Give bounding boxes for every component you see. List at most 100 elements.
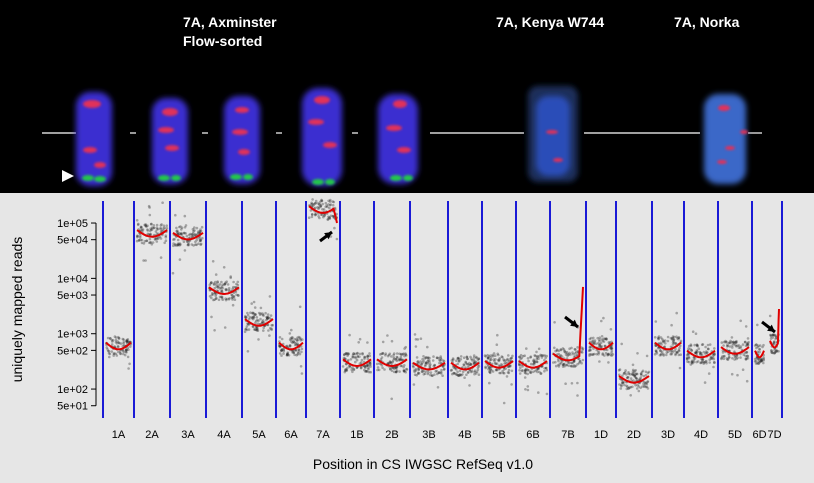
data-point bbox=[639, 386, 642, 390]
data-point bbox=[566, 352, 569, 356]
data-point bbox=[608, 341, 612, 344]
data-point bbox=[761, 345, 764, 349]
data-point bbox=[678, 346, 681, 350]
data-point bbox=[758, 348, 761, 351]
data-point bbox=[125, 338, 128, 342]
data-point bbox=[280, 349, 283, 352]
data-point bbox=[496, 333, 499, 337]
points-3B bbox=[411, 333, 446, 389]
data-point bbox=[299, 339, 303, 342]
data-point bbox=[610, 345, 613, 349]
data-point bbox=[402, 369, 406, 373]
data-point bbox=[295, 338, 298, 341]
data-point bbox=[322, 214, 326, 218]
data-point bbox=[645, 385, 649, 388]
data-point bbox=[319, 205, 322, 209]
data-point bbox=[213, 286, 216, 290]
data-point bbox=[335, 237, 339, 241]
data-point bbox=[110, 350, 114, 353]
data-point bbox=[733, 358, 736, 361]
data-point bbox=[666, 350, 670, 354]
data-point bbox=[125, 351, 128, 354]
data-point bbox=[646, 387, 650, 390]
data-point bbox=[544, 356, 547, 360]
data-point bbox=[622, 380, 626, 384]
data-point bbox=[699, 353, 702, 356]
data-point bbox=[140, 238, 144, 242]
data-point bbox=[517, 355, 521, 359]
data-point bbox=[554, 349, 557, 353]
data-point bbox=[432, 364, 436, 368]
trend-line-1D bbox=[588, 341, 614, 351]
chromosome-axminster-3 bbox=[224, 96, 260, 184]
data-point bbox=[310, 201, 313, 205]
data-point bbox=[171, 271, 175, 275]
data-point bbox=[265, 316, 269, 319]
data-point bbox=[581, 347, 585, 350]
data-point bbox=[117, 341, 121, 345]
data-point bbox=[544, 366, 548, 370]
data-point bbox=[257, 319, 260, 323]
data-point bbox=[363, 365, 367, 368]
data-point bbox=[731, 357, 734, 360]
data-point bbox=[160, 229, 164, 233]
data-point bbox=[417, 368, 420, 372]
data-point bbox=[498, 358, 501, 361]
data-point bbox=[399, 352, 403, 356]
data-point bbox=[195, 243, 198, 247]
data-point bbox=[775, 349, 779, 353]
data-point bbox=[597, 351, 601, 354]
data-point bbox=[572, 360, 576, 364]
data-point bbox=[641, 385, 644, 388]
data-point bbox=[257, 311, 261, 315]
data-point bbox=[591, 353, 594, 356]
data-point bbox=[486, 353, 489, 357]
data-point bbox=[396, 356, 399, 359]
data-point bbox=[654, 320, 658, 323]
data-point bbox=[705, 351, 708, 355]
data-point bbox=[597, 350, 600, 353]
data-point bbox=[600, 335, 604, 338]
data-point bbox=[598, 343, 601, 347]
data-point bbox=[693, 343, 696, 347]
data-point bbox=[589, 353, 593, 356]
data-point bbox=[744, 325, 748, 328]
data-point bbox=[422, 373, 426, 376]
data-point bbox=[265, 318, 268, 322]
data-point bbox=[507, 354, 510, 357]
data-point bbox=[623, 383, 626, 387]
data-point bbox=[137, 239, 141, 242]
data-point bbox=[403, 364, 406, 367]
data-point bbox=[757, 362, 760, 365]
data-point bbox=[545, 368, 549, 372]
data-point bbox=[653, 353, 657, 356]
data-point bbox=[690, 361, 694, 365]
data-point bbox=[607, 361, 610, 364]
data-point bbox=[704, 345, 707, 349]
data-point bbox=[314, 213, 318, 216]
data-point bbox=[593, 352, 596, 356]
data-point bbox=[291, 340, 295, 343]
data-point bbox=[470, 357, 473, 361]
data-point bbox=[331, 203, 335, 207]
data-point bbox=[694, 351, 697, 354]
data-point bbox=[736, 373, 739, 377]
data-point bbox=[296, 338, 300, 342]
points-1A bbox=[105, 335, 133, 370]
data-point bbox=[741, 368, 745, 371]
data-point bbox=[708, 343, 712, 346]
data-point bbox=[677, 353, 681, 357]
data-point bbox=[355, 352, 359, 355]
data-point bbox=[553, 321, 556, 324]
data-point bbox=[496, 358, 500, 362]
data-point bbox=[689, 344, 693, 348]
x-axis-title: Position in CS IWGSC RefSeq v1.0 bbox=[313, 456, 533, 472]
data-point bbox=[389, 361, 393, 364]
data-point bbox=[467, 371, 470, 374]
data-point bbox=[542, 354, 545, 357]
data-point bbox=[656, 336, 660, 340]
data-point bbox=[244, 316, 248, 319]
data-point bbox=[307, 216, 311, 219]
data-point bbox=[526, 388, 530, 392]
data-point bbox=[519, 366, 522, 369]
